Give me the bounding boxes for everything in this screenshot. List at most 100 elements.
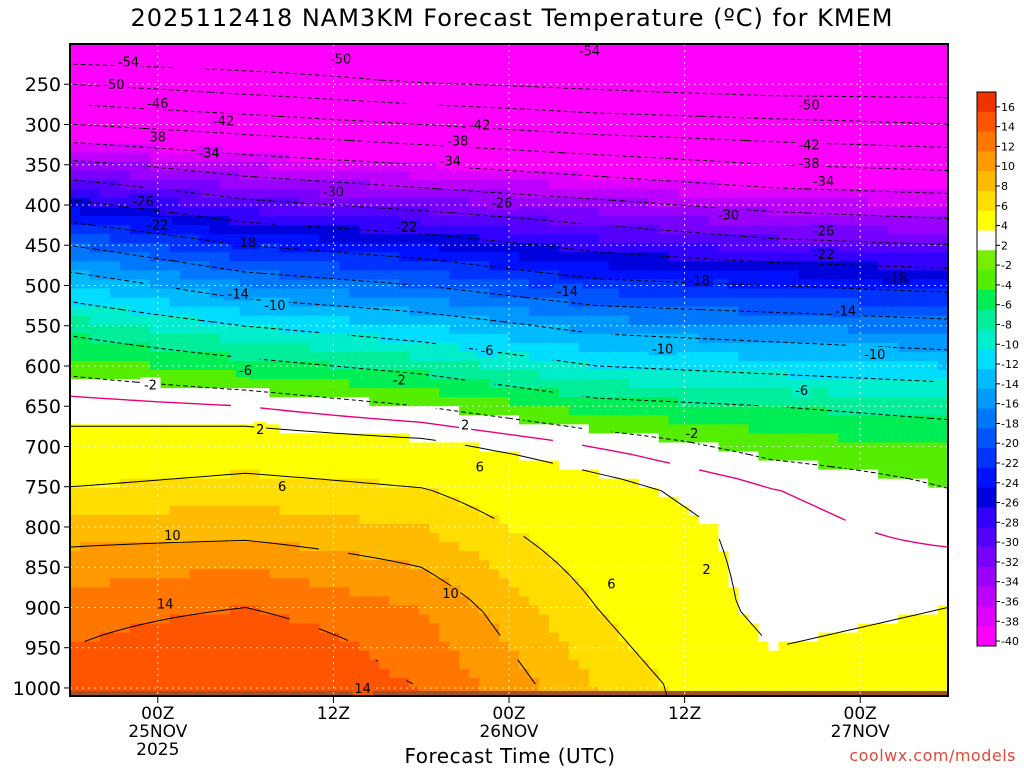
temperature-cell	[319, 107, 331, 118]
temperature-cell	[329, 306, 340, 317]
temperature-cell	[129, 379, 141, 389]
temperature-cell	[439, 415, 450, 425]
temperature-cell	[159, 116, 171, 127]
temperature-cell	[698, 542, 710, 552]
temperature-cell	[339, 388, 350, 398]
temperature-cell	[329, 487, 340, 498]
temperature-cell	[149, 252, 161, 262]
temperature-cell	[229, 406, 241, 416]
temperature-cell	[70, 514, 81, 525]
temperature-cell	[658, 179, 670, 190]
temperature-cell	[189, 252, 201, 262]
temperature-cell	[389, 478, 400, 489]
temperature-cell	[628, 252, 640, 262]
temperature-cell	[469, 252, 480, 262]
temperature-cell	[199, 587, 211, 597]
temperature-cell	[688, 569, 700, 579]
temperature-cell	[139, 451, 151, 462]
temperature-cell	[289, 143, 301, 154]
temperature-cell	[179, 415, 191, 425]
temperature-cell	[568, 179, 580, 190]
temperature-cell	[119, 569, 131, 579]
temperature-cell	[269, 659, 281, 670]
temperature-cell	[389, 288, 400, 299]
temperature-cell	[309, 650, 321, 661]
temperature-cell	[209, 379, 221, 389]
temperature-cell	[698, 533, 710, 543]
temperature-cell	[159, 261, 171, 271]
temperature-cell	[449, 514, 460, 525]
temperature-cell	[319, 80, 331, 90]
temperature-cell	[449, 379, 460, 389]
temperature-cell	[648, 116, 660, 127]
temperature-cell	[419, 451, 430, 462]
temperature-cell	[269, 116, 281, 127]
temperature-cell	[189, 533, 201, 543]
temperature-cell	[618, 342, 630, 353]
temperature-cell	[499, 605, 510, 616]
temperature-cell	[718, 261, 730, 271]
temperature-cell	[449, 197, 460, 208]
temperature-cell	[169, 62, 181, 72]
temperature-cell	[528, 415, 540, 425]
temperature-cell	[269, 578, 281, 588]
temperature-cell	[369, 315, 380, 326]
temperature-cell	[748, 351, 760, 362]
temperature-cell	[658, 659, 670, 670]
temperature-cell	[538, 161, 550, 172]
temperature-cell	[389, 587, 400, 597]
temperature-cell	[668, 279, 680, 290]
temperature-cell	[319, 478, 331, 489]
temperature-cell	[568, 71, 580, 81]
temperature-cell	[79, 560, 91, 570]
temperature-cell	[608, 614, 620, 625]
temperature-cell	[299, 225, 311, 235]
temperature-cell	[399, 451, 410, 462]
temperature-cell	[399, 388, 410, 398]
temperature-cell	[509, 587, 520, 597]
temperature-cell	[389, 170, 400, 181]
temperature-cell	[79, 152, 91, 163]
temperature-cell	[359, 496, 370, 507]
temperature-cell	[429, 315, 440, 326]
temperature-cell	[99, 542, 111, 552]
temperature-cell	[329, 80, 340, 90]
temperature-cell	[429, 125, 440, 136]
temperature-cell	[718, 433, 730, 444]
temperature-cell	[299, 297, 311, 308]
temperature-cell	[119, 533, 131, 543]
temperature-cell	[509, 44, 520, 54]
temperature-cell	[419, 542, 430, 552]
temperature-cell	[658, 143, 670, 154]
temperature-cell	[349, 315, 360, 326]
temperature-cell	[249, 677, 261, 688]
temperature-cell	[349, 596, 360, 607]
temperature-cell	[99, 388, 111, 398]
temperature-cell	[269, 379, 281, 389]
temperature-cell	[399, 650, 410, 661]
temperature-cell	[638, 143, 650, 154]
temperature-cell	[339, 234, 350, 244]
temperature-cell	[528, 514, 540, 525]
temperature-cell	[648, 623, 660, 634]
temperature-cell	[149, 152, 161, 163]
temperature-cell	[369, 388, 380, 398]
temperature-cell	[419, 551, 430, 561]
temperature-cell	[598, 89, 610, 99]
temperature-cell	[678, 351, 690, 362]
temperature-cell	[209, 523, 221, 534]
temperature-cell	[129, 442, 141, 453]
temperature-cell	[489, 53, 500, 63]
temperature-cell	[548, 496, 560, 507]
temperature-cell	[379, 89, 390, 99]
temperature-cell	[528, 578, 540, 588]
temperature-cell	[638, 243, 650, 253]
temperature-cell	[588, 514, 600, 525]
temperature-cell	[698, 261, 710, 271]
temperature-cell	[329, 161, 340, 172]
temperature-cell	[289, 44, 301, 54]
temperature-cell	[70, 424, 81, 434]
temperature-cell	[109, 197, 121, 208]
temperature-cell	[608, 551, 620, 561]
temperature-cell	[199, 324, 211, 335]
